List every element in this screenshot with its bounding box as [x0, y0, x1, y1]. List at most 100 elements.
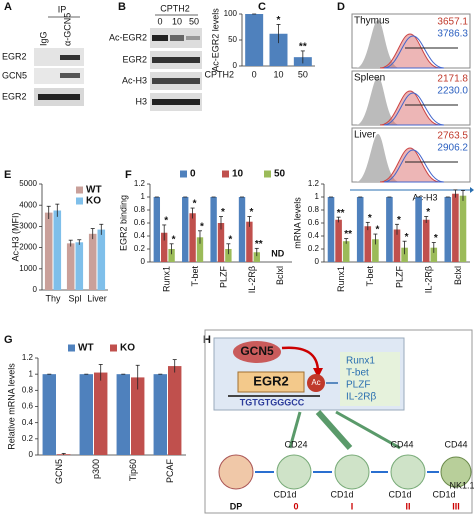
tissue-label: Liver — [354, 130, 376, 141]
bar — [459, 195, 467, 262]
x-tick-label: p300 — [91, 459, 101, 479]
factor-label: EGR2 — [253, 373, 288, 388]
significance: ** — [337, 208, 345, 219]
cell — [334, 454, 370, 490]
bar — [393, 229, 401, 262]
x-tick-label: Bclxl — [275, 266, 285, 285]
y-tick-label: 1 — [29, 369, 34, 378]
y-tick-label: 100 — [224, 9, 238, 18]
bar — [430, 247, 438, 262]
y-tick-label: 0.2 — [134, 244, 146, 253]
lane-label: 10 — [172, 16, 182, 26]
bar — [415, 197, 422, 262]
legend-label: KO — [120, 343, 135, 354]
x-tick-label: Runx1 — [162, 266, 172, 292]
mark-label: Ac — [311, 378, 320, 387]
y-axis-label: Ac-H3 (MFI) — [10, 213, 20, 262]
wt-mfi: 3657.1 — [437, 17, 468, 28]
x-axis-label: CPTH2 — [204, 69, 234, 79]
x-tick-label: PCAF — [165, 459, 175, 484]
stage: II — [405, 501, 410, 511]
bar — [168, 249, 175, 262]
missing-label: ND — [271, 248, 284, 258]
bar — [401, 247, 408, 262]
histogram-isotype — [356, 77, 400, 125]
x-tick-label: 0 — [252, 69, 257, 79]
legend-label: 10 — [232, 169, 244, 180]
legend-label: WT — [86, 185, 102, 196]
y-tick-label: 0.8 — [22, 385, 34, 394]
bar — [42, 374, 56, 455]
x-tick-label: IL-2Rβ — [247, 266, 257, 293]
cells — [218, 454, 472, 490]
y-axis-label: mRNA levels — [292, 197, 302, 249]
band — [38, 94, 80, 100]
motif: TGTGTGGGCC — [240, 397, 305, 407]
row-label: GCN5 — [2, 70, 27, 80]
marker: CD1d — [273, 489, 296, 499]
enzyme-label: GCN5 — [240, 344, 274, 358]
cell — [390, 454, 426, 490]
target: Runx1 — [346, 356, 375, 367]
band — [152, 35, 168, 41]
x-tick-label: T-bet — [365, 266, 375, 287]
bar — [364, 226, 372, 262]
bar — [422, 219, 430, 262]
significance: ** — [299, 42, 307, 53]
panel-label: H — [203, 334, 211, 346]
legend-swatch — [76, 186, 83, 194]
panel-label: G — [4, 334, 13, 346]
y-tick-label: 2000 — [19, 243, 37, 252]
blot — [34, 48, 84, 66]
y-tick-label: 1.2 — [22, 353, 34, 362]
x-tick-label: T-bet — [190, 266, 200, 287]
significance: * — [375, 225, 379, 236]
significance: * — [426, 207, 430, 218]
legend-label: 0 — [190, 169, 196, 180]
bar — [94, 372, 108, 455]
wt-mfi: 2171.8 — [437, 74, 468, 85]
stage: I — [351, 501, 354, 511]
y-tick-label: 5000 — [19, 179, 37, 188]
significance: * — [405, 232, 409, 243]
bar — [182, 197, 189, 262]
legend-swatch — [264, 170, 271, 178]
cell — [276, 454, 312, 490]
band — [152, 99, 200, 105]
legend-swatch — [222, 170, 229, 178]
blot — [34, 68, 84, 84]
significance: * — [200, 221, 204, 232]
histogram-isotype — [356, 20, 400, 68]
y-tick-label: 3000 — [19, 222, 37, 231]
panel-label: E — [4, 169, 11, 181]
y-tick-label: 1 — [315, 192, 320, 201]
bar — [269, 33, 288, 66]
histogram-ko — [383, 92, 445, 126]
histogram-ko — [383, 149, 445, 183]
legend-swatch — [68, 344, 75, 352]
bar — [66, 243, 75, 290]
y-tick-label: 0.2 — [22, 434, 34, 443]
cell — [440, 456, 472, 488]
y-tick-label: 0.4 — [308, 231, 320, 240]
band — [152, 78, 200, 84]
legend-swatch — [180, 170, 187, 178]
tissue-label: Thymus — [354, 16, 390, 27]
axis-label: Ac-H3 — [412, 192, 437, 202]
y-tick-label: 0 — [29, 450, 34, 459]
bar — [327, 197, 335, 262]
y-tick-label: 0.8 — [134, 205, 146, 214]
panel-label: C — [258, 1, 266, 13]
significance: * — [277, 15, 281, 26]
lane-label: α-GCN5 — [62, 13, 72, 46]
significance: * — [221, 207, 225, 218]
bar — [88, 233, 97, 290]
x-tick-label: GCN5 — [54, 459, 64, 484]
bar — [196, 237, 204, 262]
arrow — [315, 410, 353, 450]
bar — [153, 374, 167, 455]
histogram-isotype — [356, 134, 400, 182]
y-tick-label: 1 — [141, 192, 146, 201]
band — [60, 55, 80, 60]
